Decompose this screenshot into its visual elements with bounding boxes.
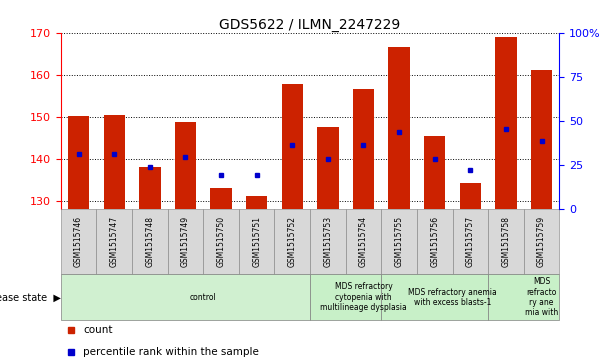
Title: GDS5622 / ILMN_2247229: GDS5622 / ILMN_2247229 bbox=[219, 18, 401, 32]
FancyBboxPatch shape bbox=[381, 209, 417, 274]
Text: control: control bbox=[190, 293, 216, 302]
Text: GSM1515754: GSM1515754 bbox=[359, 216, 368, 267]
Bar bbox=[424, 135, 446, 209]
Bar bbox=[531, 70, 552, 209]
Text: GSM1515748: GSM1515748 bbox=[145, 216, 154, 267]
FancyBboxPatch shape bbox=[310, 274, 381, 320]
Bar bbox=[317, 127, 339, 209]
Text: GSM1515753: GSM1515753 bbox=[323, 216, 333, 267]
Bar bbox=[210, 188, 232, 209]
Text: GSM1515750: GSM1515750 bbox=[216, 216, 226, 267]
FancyBboxPatch shape bbox=[239, 209, 274, 274]
FancyBboxPatch shape bbox=[523, 209, 559, 274]
Bar bbox=[103, 115, 125, 209]
Text: GSM1515746: GSM1515746 bbox=[74, 216, 83, 267]
FancyBboxPatch shape bbox=[417, 209, 452, 274]
FancyBboxPatch shape bbox=[203, 209, 239, 274]
Bar bbox=[496, 37, 517, 209]
FancyBboxPatch shape bbox=[61, 209, 97, 274]
Text: disease state  ▶: disease state ▶ bbox=[0, 292, 61, 302]
Text: GSM1515757: GSM1515757 bbox=[466, 216, 475, 267]
FancyBboxPatch shape bbox=[452, 209, 488, 274]
FancyBboxPatch shape bbox=[488, 274, 559, 320]
Text: GSM1515755: GSM1515755 bbox=[395, 216, 404, 267]
FancyBboxPatch shape bbox=[310, 209, 346, 274]
FancyBboxPatch shape bbox=[97, 209, 132, 274]
Text: MDS
refracto
ry ane
mia with: MDS refracto ry ane mia with bbox=[525, 277, 558, 317]
FancyBboxPatch shape bbox=[61, 274, 310, 320]
Bar bbox=[246, 196, 268, 209]
Text: GSM1515759: GSM1515759 bbox=[537, 216, 546, 267]
Bar bbox=[282, 84, 303, 209]
FancyBboxPatch shape bbox=[381, 274, 488, 320]
FancyBboxPatch shape bbox=[346, 209, 381, 274]
Text: count: count bbox=[83, 325, 112, 335]
Text: GSM1515749: GSM1515749 bbox=[181, 216, 190, 267]
FancyBboxPatch shape bbox=[132, 209, 168, 274]
Text: GSM1515751: GSM1515751 bbox=[252, 216, 261, 267]
FancyBboxPatch shape bbox=[168, 209, 203, 274]
Text: MDS refractory anemia
with excess blasts-1: MDS refractory anemia with excess blasts… bbox=[408, 287, 497, 307]
FancyBboxPatch shape bbox=[274, 209, 310, 274]
Bar bbox=[460, 183, 481, 209]
FancyBboxPatch shape bbox=[488, 209, 523, 274]
Bar bbox=[68, 116, 89, 209]
Bar bbox=[139, 167, 161, 209]
Bar bbox=[174, 122, 196, 209]
Text: percentile rank within the sample: percentile rank within the sample bbox=[83, 347, 259, 356]
Text: GSM1515752: GSM1515752 bbox=[288, 216, 297, 267]
Text: GSM1515756: GSM1515756 bbox=[430, 216, 439, 267]
Text: GSM1515758: GSM1515758 bbox=[502, 216, 511, 267]
Text: GSM1515747: GSM1515747 bbox=[109, 216, 119, 267]
Bar bbox=[389, 47, 410, 209]
Text: MDS refractory
cytopenia with
multilineage dysplasia: MDS refractory cytopenia with multilinea… bbox=[320, 282, 407, 312]
Bar bbox=[353, 89, 374, 209]
